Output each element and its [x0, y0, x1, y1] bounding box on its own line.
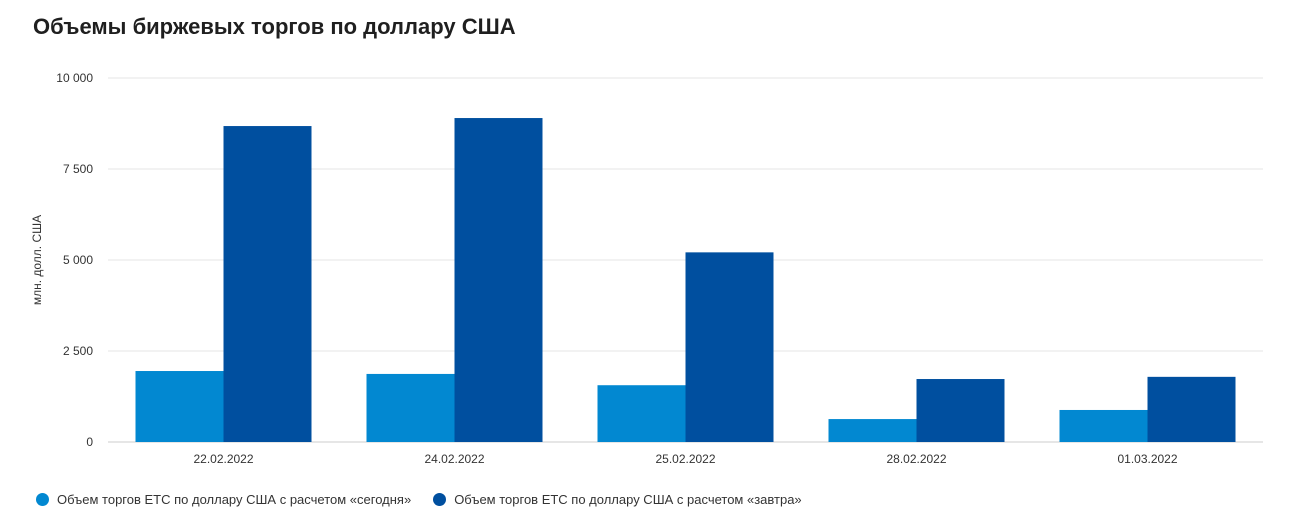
legend-item-tomorrow[interactable]: Объем торгов ЕТС по доллару США с расчет… — [433, 492, 802, 507]
bars — [135, 118, 1236, 442]
chart-title: Объемы биржевых торгов по доллару США — [33, 14, 516, 39]
legend: Объем торгов ЕТС по доллару США с расчет… — [36, 492, 802, 507]
legend-label-today: Объем торгов ЕТС по доллару США с расчет… — [57, 492, 412, 507]
bar-chart: 0 2 500 5 000 7 500 10 000 22.02.2022 24.02.2… — [30, 71, 1263, 466]
y-tick-label: 0 — [86, 435, 93, 449]
legend-label-tomorrow: Объем торгов ЕТС по доллару США с расчет… — [454, 492, 802, 507]
legend-swatch-tomorrow — [433, 493, 447, 506]
x-tick-label: 28.02.2022 — [886, 452, 946, 466]
bar-tomorrow-0[interactable] — [223, 126, 312, 442]
x-axis-ticks: 22.02.2022 24.02.2022 25.02.2022 28.02.2022… — [193, 452, 1177, 466]
x-tick-label: 01.03.2022 — [1117, 452, 1177, 466]
bar-tomorrow-3[interactable] — [916, 379, 1005, 442]
bar-today-2[interactable] — [597, 385, 686, 442]
bar-tomorrow-1[interactable] — [454, 118, 543, 442]
y-axis-ticks: 0 2 500 5 000 7 500 10 000 — [56, 71, 93, 449]
bar-today-1[interactable] — [366, 373, 455, 442]
bar-today-0[interactable] — [135, 371, 224, 442]
y-axis-label: млн. долл. США — [30, 215, 44, 305]
bar-today-4[interactable] — [1059, 409, 1148, 442]
bar-tomorrow-4[interactable] — [1147, 376, 1236, 442]
bar-tomorrow-2[interactable] — [685, 252, 774, 442]
legend-swatch-today — [36, 493, 49, 506]
x-tick-label: 25.02.2022 — [655, 452, 715, 466]
legend-item-today[interactable]: Объем торгов ЕТС по доллару США с расчет… — [36, 492, 411, 507]
x-tick-label: 24.02.2022 — [424, 452, 484, 466]
y-tick-label: 7 500 — [63, 162, 93, 176]
bar-today-3[interactable] — [828, 419, 917, 442]
x-tick-label: 22.02.2022 — [193, 452, 253, 466]
y-tick-label: 2 500 — [63, 344, 93, 358]
y-tick-label: 10 000 — [56, 71, 93, 85]
y-tick-label: 5 000 — [63, 253, 93, 267]
